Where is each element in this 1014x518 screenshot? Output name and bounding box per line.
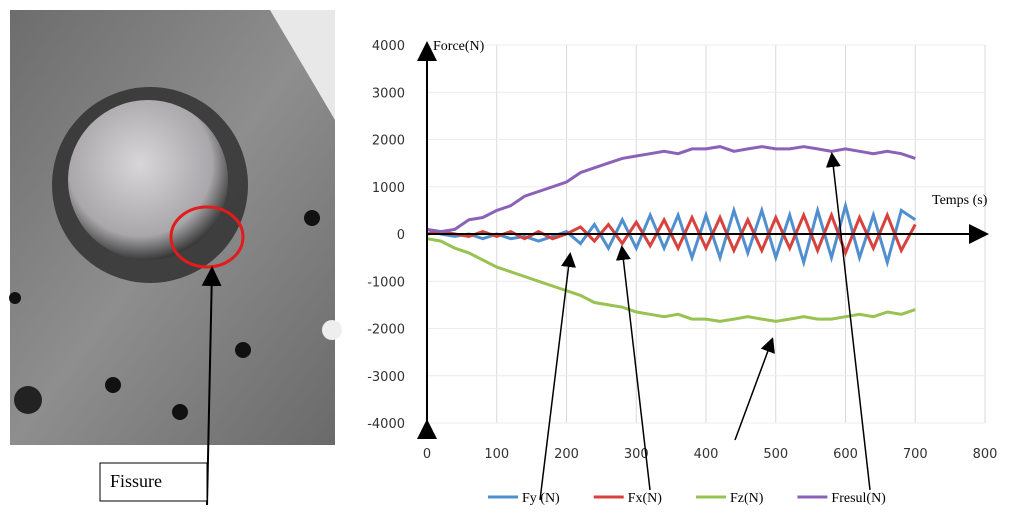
photo: Fissure — [9, 10, 342, 506]
legend-label: Fz(N) — [730, 491, 764, 506]
x-tick-label: 200 — [554, 447, 579, 462]
legend-label: Fresul(N) — [831, 491, 886, 506]
y-axis-label: Force(N) — [433, 39, 485, 54]
x-tick-label: 300 — [624, 447, 649, 462]
x-tick-label: 100 — [484, 447, 509, 462]
photo-label: Fissure — [110, 471, 162, 491]
y-tick-label: 3000 — [372, 86, 405, 101]
y-tick-label: -4000 — [367, 417, 405, 432]
x-tick-label: 700 — [903, 447, 928, 462]
y-tick-label: 2000 — [372, 134, 405, 149]
x-tick-label: 800 — [973, 447, 998, 462]
legend-label: Fx(N) — [628, 491, 663, 506]
y-tick-label: 4000 — [372, 39, 405, 54]
y-tick-label: -3000 — [367, 370, 405, 385]
x-axis-label: Temps (s) — [932, 193, 988, 208]
annotation-arrow — [539, 252, 576, 501]
series-line — [426, 237, 916, 323]
series-line — [426, 145, 916, 234]
x-tick-label: 500 — [763, 447, 788, 462]
y-tick-label: 0 — [397, 228, 405, 243]
x-tick-label: 0 — [423, 447, 431, 462]
y-tick-label: -1000 — [367, 275, 405, 290]
annotation-arrow — [734, 337, 775, 441]
annotation-arrow — [825, 152, 871, 491]
annotation-arrow — [615, 245, 651, 491]
x-tick-label: 400 — [694, 447, 719, 462]
legend-label: Fy (N) — [522, 491, 560, 506]
plot: 0 100 200 300 400 500 600 700 800 -4000 -3000 -2000… — [367, 39, 997, 506]
y-tick-label: 1000 — [372, 181, 405, 196]
x-tick-label: 600 — [833, 447, 858, 462]
y-tick-label: -2000 — [367, 323, 405, 338]
